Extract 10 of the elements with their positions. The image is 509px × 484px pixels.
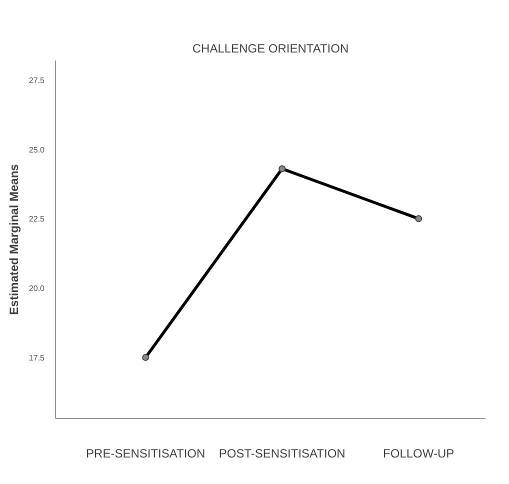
y-tick-label: 25.0	[28, 145, 46, 154]
x-tick-label: FOLLOW-UP	[383, 446, 454, 460]
y-tick-label: 27.5	[28, 76, 46, 85]
y-tick-label: 22.5	[28, 214, 46, 224]
x-tick-label: PRE-SENSITISATION	[86, 446, 206, 460]
y-tick-label: 17.5	[28, 353, 46, 362]
y-axis-title: Estimated Marginal Means	[6, 164, 21, 315]
chart-title: CHALLENGE ORIENTATION	[192, 42, 349, 56]
x-tick-label: POST-SENSITISATION	[218, 446, 346, 460]
y-tick-label: 20.0	[28, 284, 46, 294]
